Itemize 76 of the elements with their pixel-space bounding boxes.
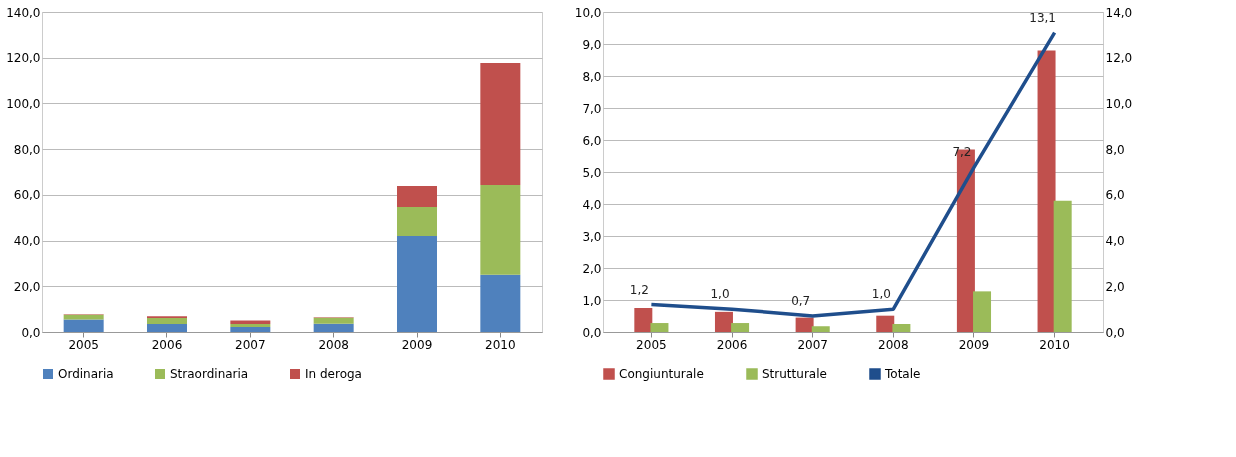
x-tick-label: 2007 <box>235 337 266 352</box>
data-label: 1,0 <box>871 287 891 302</box>
y-tick-label: 100,0 <box>6 96 41 111</box>
y2-tick-label: 0,0 <box>1105 325 1125 340</box>
x-tick-label: 2005 <box>68 337 99 352</box>
bar <box>1053 200 1072 332</box>
y2-tick-label: 2,0 <box>1105 279 1125 294</box>
bar <box>230 326 271 332</box>
y-tick-label: 60,0 <box>13 188 41 203</box>
y-tick-label: 1,0 <box>582 293 602 308</box>
bar <box>147 318 187 324</box>
bar <box>397 185 437 207</box>
x-tick-label: 2009 <box>401 337 433 352</box>
x-tick-label: 2006 <box>716 337 748 352</box>
y-tick-label: 120,0 <box>6 51 41 66</box>
legend-label: Ordinaria <box>58 367 114 381</box>
line-series <box>649 30 1057 318</box>
y-tick-label: 0,0 <box>582 325 602 340</box>
bar <box>876 315 895 332</box>
bar <box>973 291 992 332</box>
legend-label: Straordinaria <box>170 367 249 381</box>
x-tick-label: 2005 <box>636 337 667 352</box>
y-tick-label: 40,0 <box>13 234 41 249</box>
bar <box>147 324 187 332</box>
y2-tick-label: 4,0 <box>1105 234 1125 249</box>
bar <box>811 326 830 332</box>
bar <box>230 324 271 327</box>
y-tick-label: 20,0 <box>13 279 41 294</box>
y-tick-label: 7,0 <box>582 101 602 116</box>
bar <box>63 319 104 332</box>
y-tick-label: 140,0 <box>6 5 41 20</box>
x-tick-label: 2006 <box>151 337 183 352</box>
legend-label: Congiunturale <box>619 367 704 381</box>
legend-label: Strutturale <box>762 367 827 381</box>
y-tick-label: 80,0 <box>13 142 41 157</box>
bar <box>480 274 521 332</box>
y2-tick-label: 12,0 <box>1105 51 1133 66</box>
y-tick-label: 9,0 <box>582 37 602 52</box>
data-label: 0,7 <box>791 294 811 308</box>
legend-label: In deroga <box>305 367 362 381</box>
y2-tick-label: 8,0 <box>1105 142 1125 157</box>
data-label: 13,1 <box>1029 10 1056 25</box>
bar <box>650 323 669 332</box>
bar <box>480 185 521 275</box>
bar <box>313 317 354 324</box>
y-tick-label: 4,0 <box>582 197 602 212</box>
y-tick-label: 0,0 <box>21 325 41 340</box>
bar <box>634 308 653 332</box>
bar <box>480 62 521 186</box>
x-tick-label: 2009 <box>958 337 990 352</box>
y2-tick-label: 14,0 <box>1105 5 1133 20</box>
bar <box>892 324 911 332</box>
bar <box>313 323 354 332</box>
bar <box>63 314 104 320</box>
data-label: 1,0 <box>710 287 730 302</box>
bar <box>731 323 750 332</box>
bar <box>714 311 733 332</box>
y-tick-label: 3,0 <box>582 229 602 244</box>
y-tick-label: 2,0 <box>582 261 602 276</box>
bar <box>1037 50 1056 332</box>
y-tick-label: 8,0 <box>582 69 602 84</box>
x-tick-label: 2007 <box>797 337 828 352</box>
y2-tick-label: 6,0 <box>1105 188 1125 203</box>
y-tick-label: 6,0 <box>582 133 602 148</box>
bar <box>397 206 437 236</box>
x-tick-label: 2010 <box>485 337 516 352</box>
data-label: 1,2 <box>629 282 649 297</box>
x-tick-label: 2010 <box>1039 337 1070 352</box>
x-tick-label: 2008 <box>878 337 909 352</box>
y-tick-label: 5,0 <box>582 165 602 180</box>
y-tick-label: 10,0 <box>574 5 602 20</box>
bar <box>397 236 437 332</box>
bar <box>795 317 814 332</box>
x-tick-label: 2008 <box>318 337 349 352</box>
legend-label: Totale <box>884 367 921 381</box>
y2-tick-label: 10,0 <box>1105 96 1133 111</box>
